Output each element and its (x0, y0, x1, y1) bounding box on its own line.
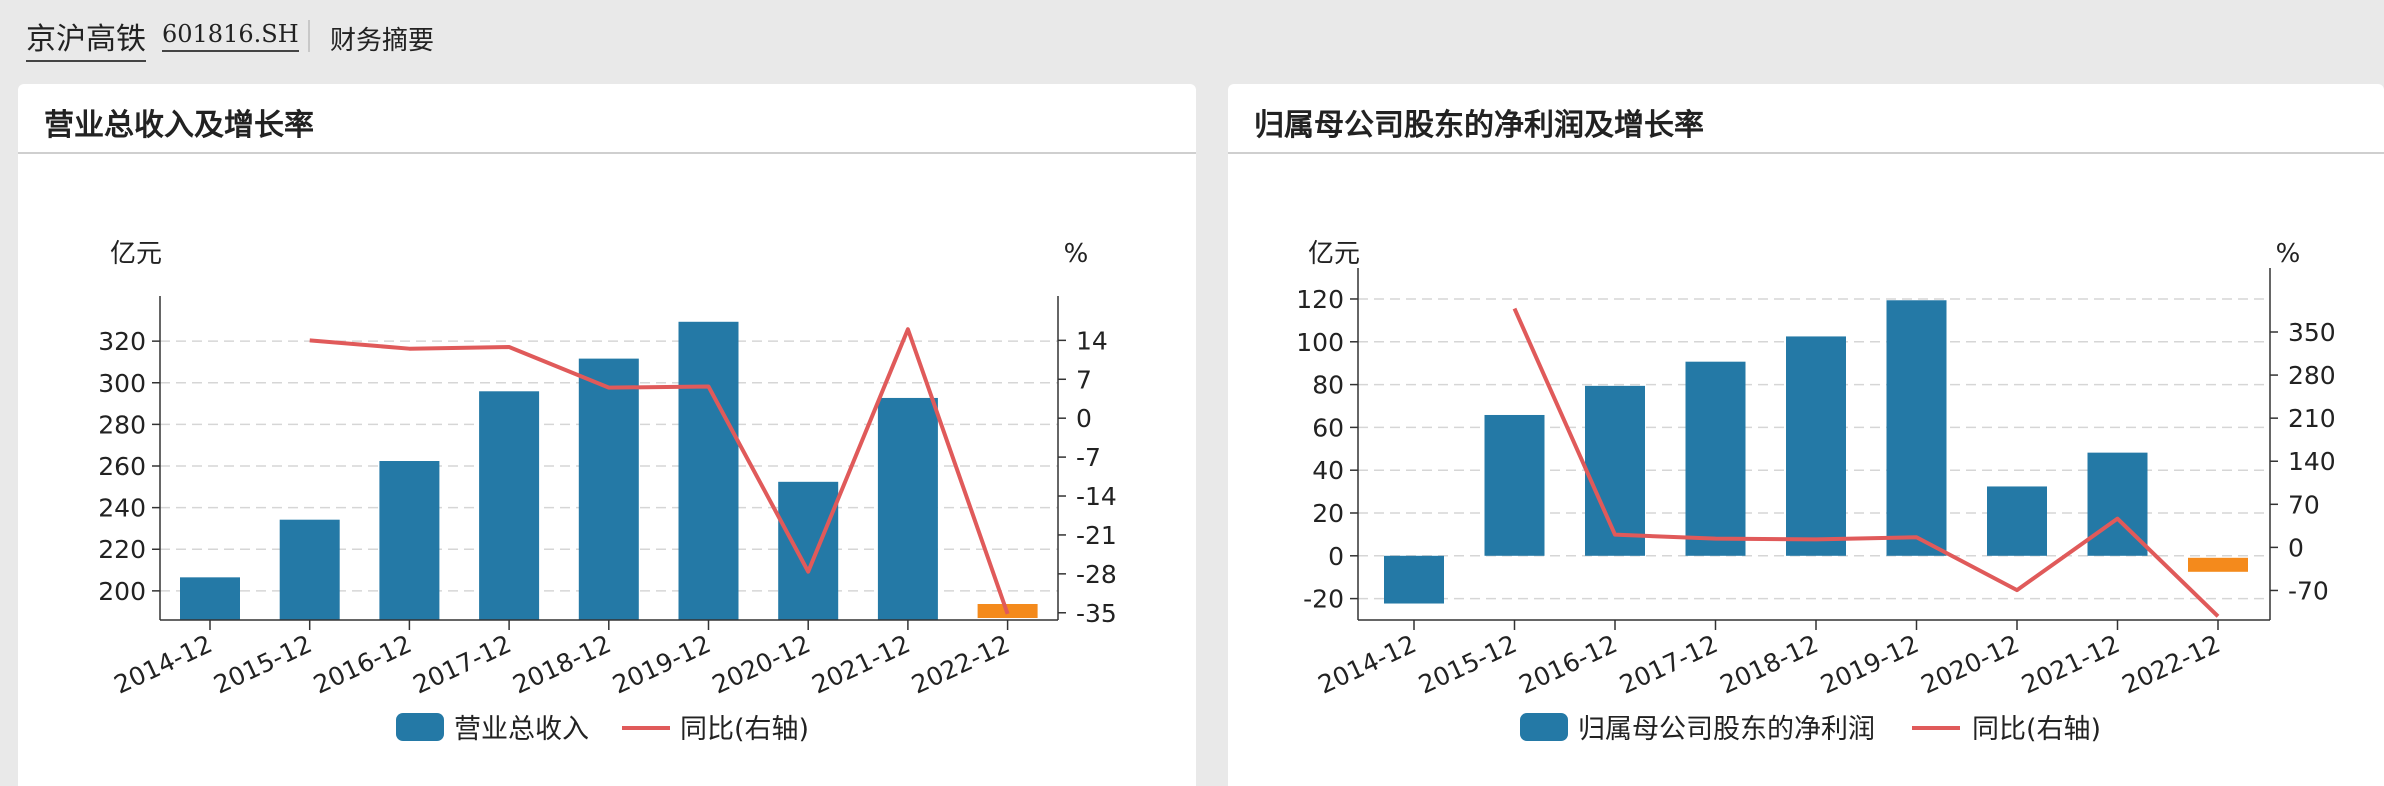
bar (1585, 385, 1645, 556)
bar (1786, 336, 1846, 556)
section-label: 财务摘要 (330, 26, 435, 56)
x-tick-label: 2022-12 (2118, 629, 2225, 699)
x-tick-label: 2016-12 (1515, 629, 1622, 699)
x-tick-label: 2015-12 (209, 629, 316, 699)
right-tick-label: 70 (2288, 490, 2320, 519)
bar (778, 481, 839, 620)
left-tick-label: 220 (98, 535, 146, 564)
right-tick-label: -35 (1076, 599, 1117, 628)
x-tick-label: 2015-12 (1414, 629, 1521, 699)
left-tick-label: 200 (98, 577, 146, 606)
x-tick-label: 2021-12 (807, 629, 914, 699)
growth-line (309, 327, 1010, 615)
x-tick-label: 2019-12 (1816, 629, 1923, 699)
right-tick-label: -28 (1076, 560, 1117, 589)
right-axis-unit: % (1064, 239, 1089, 269)
panel-divider (18, 152, 1196, 154)
bar (877, 397, 938, 620)
revenue-chart-panel: 营业总收入及增长率 亿元% 200 220 240 260 280 300 320 -35 -28… (18, 84, 1196, 786)
x-tick-label: 2022-12 (907, 629, 1014, 699)
stock-name-link[interactable]: 京沪高铁 (26, 14, 146, 62)
panel-title: 营业总收入及增长率 (44, 108, 314, 143)
bar (479, 391, 540, 620)
right-tick-label: 0 (2288, 533, 2304, 562)
right-tick-label: 210 (2288, 404, 2336, 433)
bar (1384, 555, 1444, 604)
x-tick-label: 2020-12 (1917, 629, 2024, 699)
left-tick-label: 60 (1312, 413, 1344, 442)
left-tick-label: -20 (1303, 585, 1344, 614)
net-profit-chart: 亿元 % -20 0 20 40 60 80 100 120 -70 0 70 140 210 280 350 2… (1296, 239, 2336, 745)
legend-bar-swatch (396, 713, 444, 741)
x-tick-label: 2021-12 (2017, 629, 2124, 699)
right-tick-label: 140 (2288, 447, 2336, 476)
right-tick-label: 280 (2288, 361, 2336, 390)
legend-label: 归属母公司股东的净利润 (1578, 714, 1875, 745)
bar (279, 519, 340, 620)
bar (379, 461, 440, 620)
left-tick-label: 20 (1312, 499, 1344, 528)
x-tick-label: 2019-12 (608, 629, 715, 699)
right-tick-label: 7 (1076, 365, 1092, 394)
right-tick-label: -21 (1076, 521, 1117, 550)
legend-label: 营业总收入 (454, 714, 589, 745)
revenue-chart: 亿元 % 200 220 240 260 280 300 320 -35 -28 -21 -14 -7 0 7… (98, 239, 1117, 745)
right-tick-label: -70 (2288, 576, 2329, 605)
header-divider (308, 20, 310, 52)
right-tick-label: 350 (2288, 318, 2336, 347)
bar (678, 321, 739, 620)
bar (578, 358, 639, 620)
left-tick-label: 100 (1296, 328, 1344, 357)
legend-label: 同比(右轴) (680, 714, 809, 745)
right-tick-label: 0 (1076, 404, 1092, 433)
legend-label: 同比(右轴) (1972, 714, 2101, 745)
right-tick-label: -7 (1076, 443, 1101, 472)
left-tick-label: 320 (98, 327, 146, 356)
bar (180, 577, 240, 620)
left-tick-label: 260 (98, 452, 146, 481)
right-axis-unit: % (2276, 239, 2301, 269)
left-tick-label: 240 (98, 494, 146, 523)
x-tick-label: 2020-12 (708, 629, 815, 699)
net-profit-chart-panel: 归属母公司股东的净利润及增长率 亿元% -20 0 20 40 60 80 100 120 -70… (1228, 84, 2384, 786)
legend-bar-swatch (1520, 713, 1568, 741)
stock-code-link[interactable]: 601816.SH (162, 20, 299, 52)
x-tick-label: 2017-12 (409, 629, 516, 699)
x-tick-label: 2014-12 (110, 629, 217, 699)
left-tick-label: 80 (1312, 371, 1344, 400)
x-tick-label: 2014-12 (1314, 629, 1421, 699)
x-tick-label: 2017-12 (1615, 629, 1722, 699)
top-bar: 京沪高铁 601816.SH 财务摘要 (0, 0, 2384, 72)
panel-title: 归属母公司股东的净利润及增长率 (1254, 108, 1704, 143)
x-tick-label: 2016-12 (309, 629, 416, 699)
bar (2188, 557, 2248, 572)
panel-divider (1228, 152, 2384, 154)
bar (1484, 414, 1545, 556)
left-tick-label: 300 (98, 369, 146, 398)
left-axis-unit: 亿元 (110, 239, 162, 269)
left-axis-unit: 亿元 (1308, 239, 1360, 269)
left-tick-label: 40 (1312, 456, 1344, 485)
right-tick-label: 14 (1076, 326, 1108, 355)
bar (1987, 486, 2047, 556)
growth-line (1512, 307, 2220, 618)
left-tick-label: 0 (1328, 542, 1344, 571)
bar (1886, 300, 1947, 556)
left-tick-label: 120 (1296, 285, 1344, 314)
x-tick-label: 2018-12 (1716, 629, 1823, 699)
x-tick-label: 2018-12 (508, 629, 615, 699)
right-tick-label: -14 (1076, 482, 1117, 511)
bar (1685, 361, 1746, 556)
left-tick-label: 280 (98, 410, 146, 439)
